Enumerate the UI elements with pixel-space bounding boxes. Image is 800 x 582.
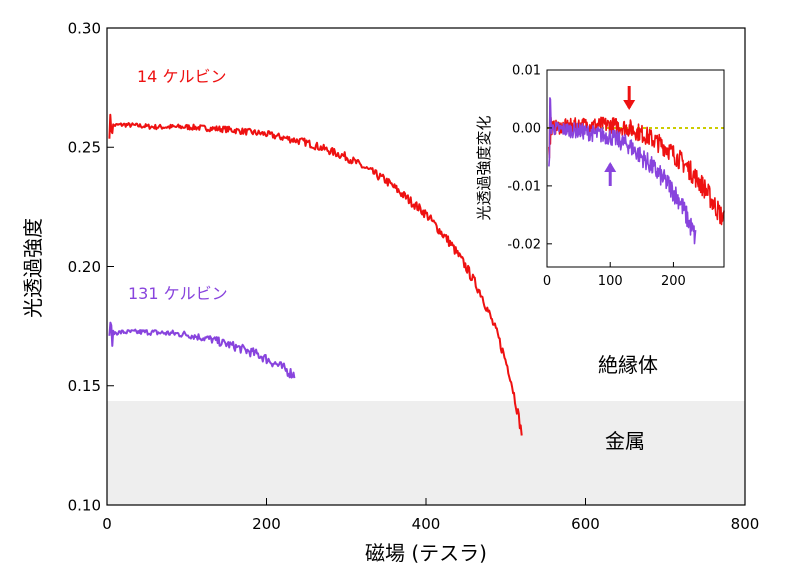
y-tick-label: -0.01 <box>507 179 541 194</box>
main-x-ticks: 0 200 400 600 800 <box>102 498 759 533</box>
inset-markers <box>604 86 636 186</box>
metal-region <box>107 401 745 505</box>
y-tick-label: 0.15 <box>68 377 101 395</box>
series-label-14k: 14 ケルビン <box>137 67 226 86</box>
inset-y-axis-label: 光透過強度変化 <box>475 115 493 220</box>
arrow-marker-head-0 <box>623 100 636 110</box>
x-tick-label: 400 <box>412 515 441 533</box>
insulator-region-label: 絶縁体 <box>598 353 658 377</box>
x-tick-label: 0 <box>102 515 112 533</box>
y-tick-label: 0.20 <box>68 258 101 276</box>
series-line-1 <box>108 321 296 379</box>
series-line-0 <box>108 113 523 436</box>
y-tick-label: 0.10 <box>68 496 101 514</box>
inset-plot-frame <box>546 69 725 268</box>
series-line-1 <box>548 97 697 245</box>
x-tick-label: 200 <box>661 274 686 289</box>
main-y-ticks: 0.10 0.15 0.20 0.25 0.30 <box>68 19 114 514</box>
inset-background <box>547 70 724 267</box>
x-axis-label: 磁場 (テスラ) <box>365 541 487 565</box>
x-tick-label: 200 <box>252 515 281 533</box>
inset-series <box>548 97 725 245</box>
x-tick-label: 100 <box>598 274 623 289</box>
y-tick-label: 0.25 <box>68 139 101 157</box>
metal-region-label: 金属 <box>605 429 645 453</box>
y-tick-label: 0.01 <box>512 64 541 79</box>
y-axis-label: 光透過強度 <box>21 218 45 318</box>
main-chart: 0 200 400 600 800 0.10 0.15 0.20 0.25 0.30 磁場 (テ… <box>21 19 759 565</box>
x-tick-label: 0 <box>543 274 551 289</box>
x-tick-label: 600 <box>571 515 600 533</box>
y-tick-label: -0.02 <box>507 237 541 252</box>
inset-chart: 0 100 200 0.01 0.00 -0.01 -0.02 光透過強度変化 <box>475 64 725 289</box>
series-label-131k: 131 ケルビン <box>128 284 228 303</box>
inset-x-ticks: 0 100 200 <box>543 262 686 289</box>
y-tick-label: 0.00 <box>512 121 541 136</box>
inset-y-ticks: 0.01 0.00 -0.01 -0.02 <box>507 64 552 252</box>
y-tick-label: 0.30 <box>68 19 101 37</box>
main-series <box>108 113 523 436</box>
arrow-marker-head-1 <box>604 162 617 172</box>
x-tick-label: 800 <box>731 515 760 533</box>
